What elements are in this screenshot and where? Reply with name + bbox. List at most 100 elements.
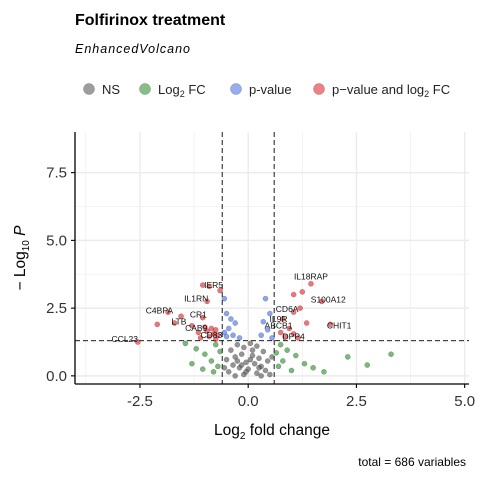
- data-point: [235, 358, 240, 363]
- x-tick-label: 0.0: [238, 393, 259, 410]
- data-point: [276, 364, 281, 369]
- data-point: [321, 369, 326, 374]
- data-point: [248, 357, 253, 362]
- point-label: CCL23: [112, 334, 139, 344]
- plot-area: IER5IL18RAPIL1RN S100A12C4BPA CR1CD6AIL9RL…: [46, 132, 475, 410]
- data-point: [189, 361, 194, 366]
- point-label: DPP4: [283, 331, 305, 341]
- data-point: [280, 358, 285, 363]
- data-point: [224, 334, 229, 339]
- point-label: CD6A: [276, 304, 299, 314]
- data-point: [256, 365, 261, 370]
- legend-label: p-value: [249, 82, 292, 97]
- point-label: S100A12: [311, 295, 346, 305]
- legend-swatch: [140, 84, 151, 95]
- x-axis-title: Log2 fold change: [214, 422, 330, 442]
- point-label: ABCB1: [265, 320, 293, 330]
- y-tick-label: 7.5: [46, 165, 67, 182]
- x-tick-label: 5.0: [454, 393, 475, 410]
- data-point: [261, 349, 266, 354]
- legend-label: p−value and log2 FC: [332, 82, 450, 99]
- data-point: [263, 296, 268, 301]
- data-point: [200, 366, 205, 371]
- data-point: [267, 372, 272, 377]
- data-point: [250, 348, 255, 353]
- data-point: [265, 358, 270, 363]
- data-point: [237, 335, 242, 340]
- data-point: [222, 365, 227, 370]
- data-point: [278, 342, 283, 347]
- point-label: IER5: [204, 280, 223, 290]
- point-label: IL18RAP: [294, 272, 328, 282]
- data-point: [228, 316, 233, 321]
- data-point: [217, 349, 222, 354]
- data-point: [233, 320, 238, 325]
- data-point: [302, 361, 307, 366]
- data-point: [215, 364, 220, 369]
- data-point: [224, 357, 229, 362]
- data-point: [291, 292, 296, 297]
- data-point: [300, 289, 305, 294]
- data-point: [202, 352, 207, 357]
- caption: total = 686 variables: [358, 455, 466, 469]
- x-tick-label: -2.5: [127, 393, 153, 410]
- data-point: [239, 362, 244, 367]
- data-point: [239, 352, 244, 357]
- point-label: CD83: [201, 330, 223, 340]
- data-point: [213, 342, 218, 347]
- legend-swatch: [84, 84, 95, 95]
- point-label: CHIT1: [327, 320, 352, 330]
- data-point: [304, 320, 309, 325]
- legend-swatch: [231, 84, 242, 95]
- legend-label: NS: [102, 82, 120, 97]
- data-point: [235, 342, 240, 347]
- y-ticks: 0.0 2.5 5.0 7.5: [46, 165, 75, 385]
- data-point: [365, 362, 370, 367]
- data-point: [233, 373, 238, 378]
- data-point: [241, 345, 246, 350]
- data-point: [345, 354, 350, 359]
- point-label: C4BPA: [146, 306, 174, 316]
- data-point: [183, 341, 188, 346]
- data-point: [254, 343, 259, 348]
- data-point: [226, 369, 231, 374]
- data-point: [269, 335, 274, 340]
- data-point: [252, 361, 257, 366]
- data-point: [230, 362, 235, 367]
- chart-title: Folfirinox treatment: [75, 12, 226, 29]
- legend-label: Log2 FC: [158, 82, 206, 99]
- data-point: [259, 373, 264, 378]
- data-point: [224, 311, 229, 316]
- chart-subtitle: EnhancedVolcano: [75, 42, 191, 56]
- data-point: [194, 346, 199, 351]
- legend-swatch: [314, 84, 325, 95]
- point-label: CR1: [190, 310, 207, 320]
- y-tick-label: 2.5: [46, 300, 67, 317]
- data-point: [222, 296, 227, 301]
- data-point: [285, 348, 290, 353]
- y-tick-label: 5.0: [46, 232, 67, 249]
- data-point: [269, 354, 274, 359]
- data-point: [311, 365, 316, 370]
- data-point: [155, 322, 160, 327]
- x-ticks: -2.5 0.0 2.5 5.0: [127, 384, 475, 410]
- data-point: [248, 341, 253, 346]
- x-tick-label: 2.5: [346, 393, 367, 410]
- data-point: [230, 333, 235, 338]
- data-point: [209, 358, 214, 363]
- legend: NS Log2 FC p-value p−value and log2 FC: [84, 82, 451, 99]
- data-point: [263, 368, 268, 373]
- y-tick-label: 0.0: [46, 368, 67, 385]
- y-axis-title: − Log10 P: [12, 225, 32, 291]
- data-point: [308, 281, 313, 286]
- data-point: [226, 326, 231, 331]
- data-point: [256, 356, 261, 361]
- data-point: [228, 348, 233, 353]
- plot-background: [75, 132, 469, 384]
- data-point: [259, 333, 264, 338]
- data-point: [243, 369, 248, 374]
- data-point: [293, 353, 298, 358]
- data-point: [388, 352, 393, 357]
- data-point: [274, 350, 279, 355]
